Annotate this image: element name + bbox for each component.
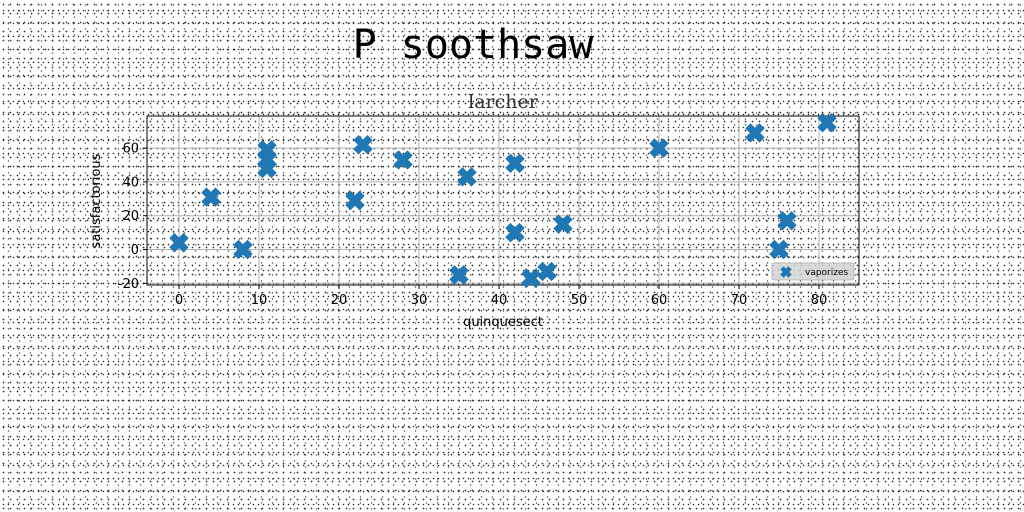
data-point — [505, 222, 525, 243]
grid-lines — [147, 116, 859, 285]
legend-marker-icon — [780, 266, 792, 278]
y-tick-label: -20 — [118, 277, 139, 292]
y-axis-label: satisfactorious — [89, 153, 104, 248]
x-tick-label: 0 — [175, 293, 183, 308]
data-point — [769, 239, 789, 260]
x-tick-label: 80 — [811, 293, 828, 308]
data-point — [393, 150, 413, 170]
x-axis-label: quinquesect — [463, 315, 543, 330]
data-point — [649, 138, 669, 158]
data-points — [169, 113, 837, 288]
data-point — [537, 261, 557, 282]
legend-label: vaporizes — [805, 268, 849, 278]
x-tick-label: 10 — [251, 293, 268, 308]
x-tick-label: 20 — [331, 293, 348, 308]
x-tick-label: 70 — [731, 293, 748, 308]
x-tick-label: 60 — [651, 293, 668, 308]
legend-marker-shape — [780, 266, 792, 278]
data-point — [233, 239, 253, 260]
y-tick-label: 20 — [122, 209, 139, 224]
data-point — [817, 113, 837, 133]
data-point — [345, 190, 365, 211]
plot-frame — [146, 115, 860, 286]
data-point — [505, 153, 525, 174]
chart-title: larcher — [468, 91, 539, 113]
data-point — [449, 265, 469, 285]
x-tick-label: 50 — [571, 293, 588, 308]
data-point — [777, 211, 797, 231]
data-point — [257, 158, 277, 179]
data-point — [169, 233, 189, 253]
data-point — [353, 135, 373, 155]
data-point — [457, 167, 477, 187]
x-tick-label: 30 — [411, 293, 428, 308]
data-point — [521, 268, 541, 288]
y-tick-label: 60 — [122, 142, 139, 157]
data-point — [201, 187, 221, 207]
data-point — [553, 214, 573, 234]
y-tick-label: 40 — [122, 175, 139, 190]
axis-ticks: 0 10 20 30 40 50 60 70 80 -20 0 20 40 60 — [118, 142, 828, 308]
legend: vaporizes — [771, 262, 855, 281]
legend-box — [771, 262, 855, 281]
figure-title: P soothsaw — [352, 22, 594, 68]
x-tick-label: 40 — [491, 293, 508, 308]
y-tick-label: 0 — [131, 243, 139, 258]
data-point — [745, 123, 765, 143]
